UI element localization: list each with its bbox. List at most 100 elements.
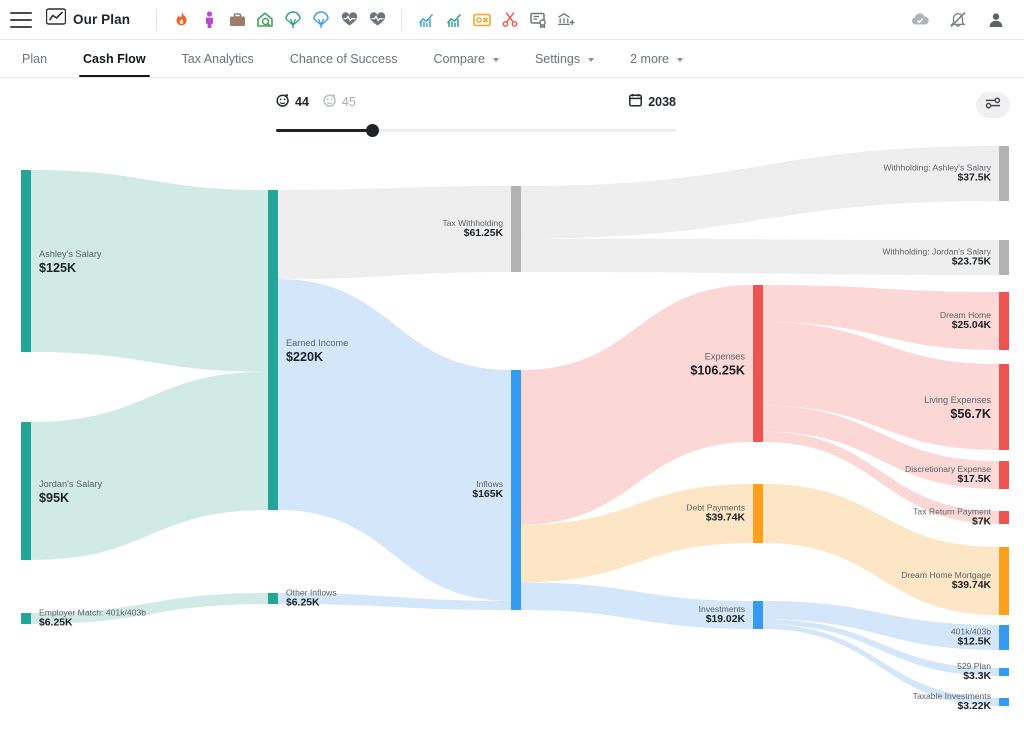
flame-icon[interactable] bbox=[168, 7, 194, 33]
tab-label: Chance of Success bbox=[289, 51, 398, 66]
sankey-node-tax_withholding[interactable] bbox=[511, 186, 521, 272]
sankey-node-employer_match[interactable] bbox=[21, 613, 31, 624]
sankey-label-name: Jordan's Salary bbox=[39, 479, 102, 489]
tab-label: Cash Flow bbox=[83, 51, 146, 66]
slider-meta-row: 44 45 2038 bbox=[276, 92, 676, 112]
sankey-link[interactable] bbox=[763, 624, 999, 706]
sankey-node-tax_return[interactable] bbox=[999, 511, 1009, 524]
sankey-label-value: $37.5K bbox=[957, 173, 991, 184]
year-value: 2038 bbox=[648, 95, 676, 109]
sankey-label-name: Living Expenses bbox=[924, 395, 991, 405]
sankey-link[interactable] bbox=[31, 371, 268, 560]
tax-card-icon[interactable] bbox=[469, 7, 495, 33]
home-search-icon[interactable] bbox=[252, 7, 278, 33]
sankey-label-name: Expenses bbox=[705, 352, 746, 362]
sankey-label-value: $3.22K bbox=[957, 701, 991, 712]
sankey-link[interactable] bbox=[763, 322, 999, 450]
age-clock-filled-icon bbox=[276, 93, 290, 112]
sankey-link[interactable] bbox=[31, 593, 268, 624]
sankey-node-debt_payments[interactable] bbox=[753, 484, 763, 543]
certificate-icon[interactable] bbox=[525, 7, 551, 33]
parachute-green-icon[interactable] bbox=[280, 7, 306, 33]
sankey-label-name: Debt Payments bbox=[686, 503, 745, 513]
tab-label: Compare bbox=[433, 51, 485, 66]
heart-pulse-2-icon[interactable] bbox=[364, 7, 390, 33]
cloud-check-icon[interactable] bbox=[907, 7, 933, 33]
tab-label: Tax Analytics bbox=[181, 51, 254, 66]
sankey-label-value: $95K bbox=[39, 491, 69, 505]
year-slider[interactable] bbox=[276, 123, 676, 137]
sankey-label-name: Tax Return Payment bbox=[913, 507, 991, 517]
sankey-node-investments[interactable] bbox=[753, 601, 763, 629]
tab-more[interactable]: 2 more bbox=[612, 40, 701, 77]
sankey-label-value: $12.5K bbox=[957, 637, 991, 648]
sankey-link[interactable] bbox=[763, 619, 999, 676]
sankey-canvas[interactable]: Ashley's Salary $125K Jordan's Salary $95K E… bbox=[0, 136, 1024, 729]
chevron-down-icon bbox=[588, 57, 595, 62]
sankey-node-discretionary[interactable] bbox=[999, 461, 1009, 489]
sankey-label-name: Ashley's Salary bbox=[39, 249, 102, 259]
sankey-label-value: $39.74K bbox=[706, 513, 746, 524]
sankey-node-retire_401k[interactable] bbox=[999, 625, 1009, 650]
sankey-node-jordan_salary[interactable] bbox=[21, 422, 31, 560]
sankey-node-dh_mortgage[interactable] bbox=[999, 547, 1009, 615]
sankey-label-value: $39.74K bbox=[952, 580, 992, 591]
sankey-label-value: $61.25K bbox=[464, 228, 504, 239]
sankey-label-name: Discretionary Expense bbox=[905, 464, 991, 474]
sankey-node-wh_jordan[interactable] bbox=[999, 240, 1009, 275]
hamburger-icon[interactable] bbox=[10, 11, 32, 28]
calendar-icon bbox=[629, 93, 643, 112]
sankey-labels: Ashley's Salary $125K Jordan's Salary $95K E… bbox=[39, 163, 992, 713]
sankey-node-living_expenses[interactable] bbox=[999, 364, 1009, 450]
chart-line-icon bbox=[45, 8, 67, 31]
growth-blue-icon[interactable] bbox=[413, 7, 439, 33]
sankey-link[interactable] bbox=[521, 582, 753, 629]
sankey-node-dream_home[interactable] bbox=[999, 292, 1009, 350]
sankey-link[interactable] bbox=[521, 238, 999, 275]
sankey-link[interactable] bbox=[521, 484, 753, 583]
sankey-node-ashley_salary[interactable] bbox=[21, 170, 31, 352]
bank-add-icon[interactable] bbox=[553, 7, 579, 33]
sankey-link[interactable] bbox=[521, 285, 753, 525]
sankey-node-inflows[interactable] bbox=[511, 370, 521, 610]
sankey-label-name: Investments bbox=[699, 604, 745, 614]
sankey-node-wh_ashley[interactable] bbox=[999, 146, 1009, 201]
brand[interactable]: Our Plan bbox=[45, 8, 130, 31]
sankey-link[interactable] bbox=[763, 285, 999, 350]
growth-green-icon[interactable] bbox=[441, 7, 467, 33]
sankey-node-earned_income[interactable] bbox=[268, 190, 278, 510]
tab-chance-of-success[interactable]: Chance of Success bbox=[272, 40, 416, 77]
heart-pulse-icon[interactable] bbox=[336, 7, 362, 33]
sankey-link[interactable] bbox=[521, 146, 999, 239]
briefcase-icon[interactable] bbox=[224, 7, 250, 33]
account-icon[interactable] bbox=[983, 7, 1009, 33]
sankey-link[interactable] bbox=[278, 279, 511, 601]
sankey-link[interactable] bbox=[31, 170, 268, 372]
top-toolbar: Our Plan bbox=[0, 0, 1024, 40]
sankey-links bbox=[31, 146, 999, 706]
scissors-icon[interactable] bbox=[497, 7, 523, 33]
tab-cash-flow[interactable]: Cash Flow bbox=[65, 40, 164, 77]
sankey-link[interactable] bbox=[278, 186, 511, 280]
sankey-node-taxable_inv[interactable] bbox=[999, 698, 1009, 706]
chart-settings-button[interactable] bbox=[976, 92, 1010, 118]
sankey-node-plan_529[interactable] bbox=[999, 668, 1009, 676]
sankey-label-name: Tax Withholding bbox=[442, 218, 503, 228]
tab-settings[interactable]: Settings bbox=[517, 40, 612, 77]
sankey-link[interactable] bbox=[763, 484, 999, 615]
tab-plan[interactable]: Plan bbox=[4, 40, 65, 77]
person-icon[interactable] bbox=[196, 7, 222, 33]
parachute-blue-icon[interactable] bbox=[308, 7, 334, 33]
tab-compare[interactable]: Compare bbox=[416, 40, 517, 77]
tab-tax-analytics[interactable]: Tax Analytics bbox=[164, 40, 272, 77]
sankey-node-expenses[interactable] bbox=[753, 285, 763, 442]
slider-knob[interactable] bbox=[365, 124, 379, 137]
sankey-label-name: Employer Match: 401k/403b bbox=[39, 608, 146, 618]
sankey-link[interactable] bbox=[763, 405, 999, 489]
no-notifications-icon[interactable] bbox=[945, 7, 971, 33]
sankey-link[interactable] bbox=[763, 431, 999, 524]
sankey-link[interactable] bbox=[278, 593, 511, 610]
sankey-label-value: $56.7K bbox=[950, 407, 991, 421]
sankey-link[interactable] bbox=[763, 601, 999, 650]
sankey-node-other_inflows[interactable] bbox=[268, 593, 278, 604]
